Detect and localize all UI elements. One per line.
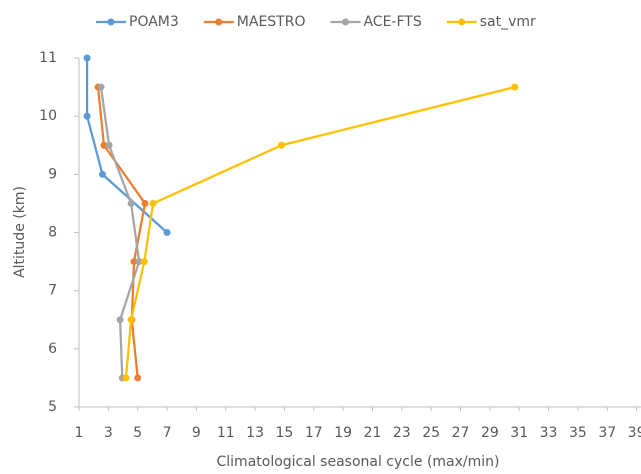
x-tick-label: 31 [510, 425, 528, 441]
y-tick-label: 7 [48, 283, 57, 299]
x-tick-label: 11 [217, 425, 235, 441]
legend-marker [341, 18, 349, 26]
point [135, 258, 143, 266]
point [100, 141, 108, 149]
point [511, 83, 519, 91]
x-tick-label: 35 [569, 425, 587, 441]
series-line [124, 85, 516, 379]
series-line [99, 86, 141, 378]
x-tick-label: 39 [628, 425, 641, 441]
point [122, 374, 130, 382]
legend-label: POAM3 [129, 14, 179, 30]
point [149, 199, 157, 207]
x-tick-label: 25 [422, 425, 440, 441]
y-tick-label: 8 [48, 225, 57, 241]
point [163, 229, 171, 236]
x-tick-label: 21 [364, 425, 382, 441]
y-tick-label: 9 [48, 166, 57, 182]
point [116, 316, 124, 324]
x-tick-label: 9 [192, 425, 201, 441]
x-tick-label: 5 [133, 425, 142, 441]
x-axis-title: Climatological seasonal cycle (max/min) [217, 454, 500, 470]
point [127, 316, 135, 324]
y-tick-label: 11 [39, 50, 57, 66]
x-tick-label: 33 [540, 425, 558, 441]
x-tick-label: 13 [246, 425, 264, 441]
x-tick-label: 15 [276, 425, 294, 441]
y-tick-label: 10 [39, 108, 57, 124]
x-tick-label: 1 [75, 425, 84, 441]
point [105, 141, 113, 149]
y-tick-label: 5 [48, 399, 57, 415]
x-tick-label: 17 [305, 425, 323, 441]
legend-marker [215, 18, 223, 26]
series-line [96, 86, 147, 379]
y-tick-label: 6 [48, 341, 57, 357]
x-tick-label: 7 [163, 425, 172, 441]
point [83, 112, 91, 120]
point [97, 83, 105, 91]
legend-marker [107, 18, 115, 26]
point [140, 258, 148, 266]
series-line [85, 58, 168, 234]
point [83, 54, 91, 62]
point [130, 258, 138, 266]
x-tick-label: 19 [334, 425, 352, 441]
x-tick-label: 29 [481, 425, 499, 441]
point [98, 170, 106, 178]
point [134, 374, 142, 382]
point [277, 141, 285, 149]
legend-label: ACE-FTS [363, 14, 421, 30]
point [141, 199, 149, 207]
y-axis-title: Altitude (km) [12, 186, 28, 278]
x-tick-label: 27 [452, 425, 470, 441]
x-tick-label: 23 [393, 425, 411, 441]
legend-marker [458, 18, 466, 26]
legend-label: sat_vmr [480, 14, 536, 30]
legend-label: MAESTRO [237, 14, 306, 30]
point [127, 199, 135, 207]
x-tick-label: 37 [598, 425, 616, 441]
x-tick-label: 3 [104, 425, 113, 441]
